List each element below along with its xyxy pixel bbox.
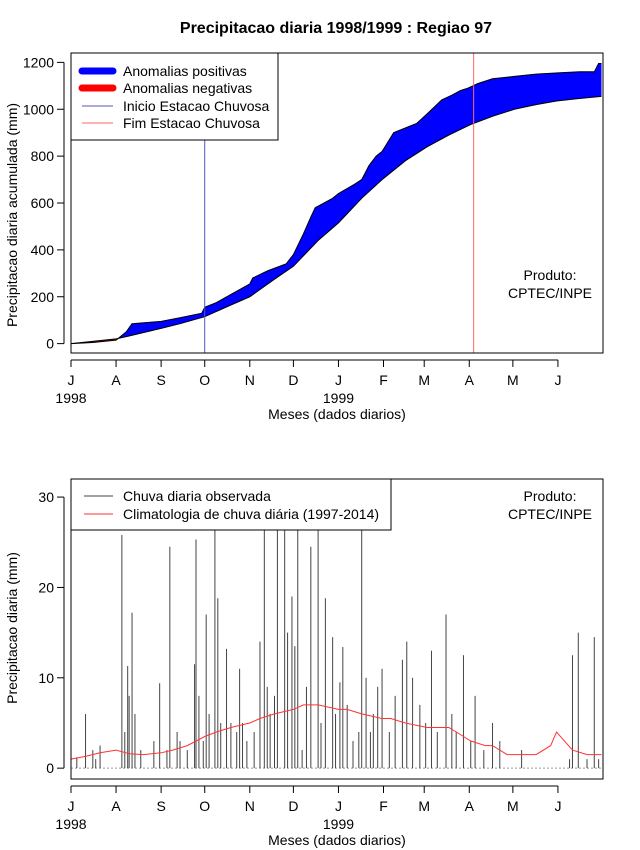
top-month-label: O	[199, 372, 210, 388]
bottom-year-label: 1999	[323, 816, 354, 832]
legend-item-end-season: Fim Estacao Chuvosa	[123, 115, 260, 131]
bottom-y-tick-label: 30	[38, 489, 54, 505]
top-year-label: 1999	[323, 390, 354, 406]
top-product-label: Produto:	[524, 267, 577, 283]
top-month-label: J	[335, 372, 342, 388]
legend-item-climatology: Climatologia de chuva diária (1997-2014)	[123, 506, 379, 522]
top-month-label: A	[111, 372, 121, 388]
climatology-cumulative-line	[70, 95, 602, 345]
bottom-month-label: J	[335, 798, 342, 814]
bottom-month-label: S	[156, 798, 165, 814]
bottom-x-axis: J A S O N D J F M A M J 1998 1999	[55, 785, 561, 832]
top-y-tick-label: 200	[31, 289, 55, 305]
top-y-tick-label: 0	[46, 336, 54, 352]
top-y-axis-label: Precipitacao diaria acumulada (mm)	[4, 103, 20, 327]
bottom-month-label: M	[507, 798, 519, 814]
positive-anomaly-area	[71, 63, 602, 344]
bottom-y-tick-label: 0	[46, 760, 54, 776]
bottom-chart: 0 10 20 30 J A S O N D J F M A M J 1998 1999 Meses (dado…	[4, 478, 604, 848]
top-month-label: J	[554, 372, 561, 388]
top-product-source: CPTEC/INPE	[508, 285, 592, 301]
bottom-month-label: A	[111, 798, 121, 814]
top-y-tick-label: 400	[31, 242, 55, 258]
bottom-y-tick-label: 10	[38, 670, 54, 686]
top-x-axis: J A S O N D J F M A M J 1998 1999	[55, 359, 561, 406]
top-series-lines	[70, 63, 602, 345]
bottom-y-tick-label: 20	[38, 579, 54, 595]
top-month-label: S	[156, 372, 165, 388]
top-y-axis: 0 200 400 600 800 1000 1200	[23, 54, 65, 352]
climatology-line-group	[70, 704, 602, 760]
top-legend: Anomalias positivas Anomalias negativas …	[70, 52, 279, 141]
top-month-label: M	[507, 372, 519, 388]
bottom-legend-box	[70, 478, 392, 531]
bottom-product-label: Produto:	[524, 488, 577, 504]
bottom-x-axis-label: Meses (dados diarios)	[268, 832, 406, 848]
top-y-tick-label: 1000	[23, 101, 54, 117]
bottom-month-label: A	[465, 798, 475, 814]
top-month-label: F	[379, 372, 388, 388]
top-plot-frame	[70, 52, 604, 354]
daily-rain-bars	[71, 479, 602, 769]
bottom-y-axis: 0 10 20 30	[38, 489, 65, 776]
bottom-month-label: F	[379, 798, 388, 814]
bottom-month-label: J	[554, 798, 561, 814]
top-month-label: J	[68, 372, 75, 388]
top-month-label: M	[418, 372, 430, 388]
top-chart: Precipitacao diaria 1998/1999 : Regiao 9…	[4, 20, 604, 422]
top-y-tick-label: 800	[31, 148, 55, 164]
top-chart-title: Precipitacao diaria 1998/1999 : Regiao 9…	[180, 20, 492, 37]
bottom-month-label: J	[68, 798, 75, 814]
climatology-daily-line	[70, 704, 602, 760]
observed-cumulative-line	[70, 63, 602, 345]
bottom-product-source: CPTEC/INPE	[508, 506, 592, 522]
bottom-month-label: O	[199, 798, 210, 814]
bottom-month-label: D	[288, 798, 298, 814]
bottom-month-label: N	[245, 798, 255, 814]
legend-item-start-season: Inicio Estacao Chuvosa	[123, 98, 270, 114]
bottom-month-label: M	[418, 798, 430, 814]
top-month-label: A	[465, 372, 475, 388]
bottom-y-axis-label: Precipitacao diaria (mm)	[4, 552, 20, 704]
top-y-tick-label: 1200	[23, 54, 54, 70]
top-month-label: D	[288, 372, 298, 388]
top-x-axis-label: Meses (dados diarios)	[268, 406, 406, 422]
legend-item-negative: Anomalias negativas	[123, 80, 252, 96]
top-year-label: 1998	[55, 390, 86, 406]
top-y-tick-label: 600	[31, 195, 55, 211]
top-month-label: N	[245, 372, 255, 388]
bottom-legend: Chuva diaria observada Climatologia de c…	[70, 478, 392, 531]
bottom-year-label: 1998	[55, 816, 86, 832]
legend-item-observed: Chuva diaria observada	[123, 488, 271, 504]
legend-item-positive: Anomalias positivas	[123, 63, 247, 79]
